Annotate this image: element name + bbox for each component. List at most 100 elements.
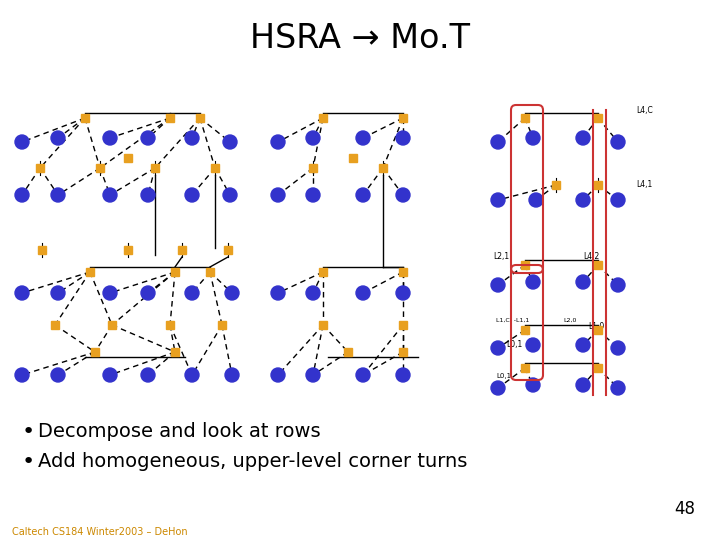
Circle shape <box>491 278 505 292</box>
Text: L4,2: L4,2 <box>583 253 599 261</box>
Bar <box>171 348 179 356</box>
Circle shape <box>396 188 410 202</box>
Circle shape <box>141 188 155 202</box>
Circle shape <box>396 131 410 145</box>
Circle shape <box>356 188 370 202</box>
Text: L2,0: L2,0 <box>563 318 577 322</box>
Circle shape <box>306 131 320 145</box>
Text: L0,1: L0,1 <box>506 340 522 348</box>
Bar <box>399 321 407 329</box>
Circle shape <box>491 193 505 207</box>
Circle shape <box>271 368 285 382</box>
Circle shape <box>103 188 117 202</box>
Text: L4,C: L4,C <box>636 105 653 114</box>
Text: L1,C  -L1,1: L1,C -L1,1 <box>496 318 529 322</box>
Circle shape <box>611 135 625 149</box>
Bar <box>349 154 357 162</box>
Bar <box>124 246 132 254</box>
Bar <box>36 164 44 172</box>
Circle shape <box>141 368 155 382</box>
Circle shape <box>576 275 590 289</box>
Text: Add homogeneous, upper-level corner turns: Add homogeneous, upper-level corner turn… <box>38 452 467 471</box>
Bar <box>399 268 407 276</box>
Circle shape <box>271 135 285 149</box>
Circle shape <box>611 381 625 395</box>
Circle shape <box>185 188 199 202</box>
Bar <box>178 246 186 254</box>
Circle shape <box>611 341 625 355</box>
Circle shape <box>306 368 320 382</box>
Text: L1,0: L1,0 <box>588 322 604 332</box>
Bar <box>51 321 59 329</box>
Bar <box>166 114 174 122</box>
Circle shape <box>225 286 239 300</box>
Circle shape <box>15 368 29 382</box>
Text: •: • <box>22 452 35 472</box>
Circle shape <box>51 368 65 382</box>
Circle shape <box>576 378 590 392</box>
Circle shape <box>103 368 117 382</box>
Bar <box>96 164 104 172</box>
Circle shape <box>271 188 285 202</box>
Circle shape <box>526 131 540 145</box>
Circle shape <box>491 341 505 355</box>
Circle shape <box>396 286 410 300</box>
Bar <box>211 164 219 172</box>
Bar <box>166 321 174 329</box>
Text: L4,1: L4,1 <box>636 180 652 190</box>
Circle shape <box>271 286 285 300</box>
Circle shape <box>306 286 320 300</box>
Bar <box>218 321 226 329</box>
Bar <box>521 326 529 334</box>
Circle shape <box>526 275 540 289</box>
Circle shape <box>141 131 155 145</box>
Circle shape <box>491 135 505 149</box>
Circle shape <box>103 286 117 300</box>
Bar <box>108 321 116 329</box>
Bar <box>151 164 159 172</box>
Bar <box>319 268 327 276</box>
Circle shape <box>526 338 540 352</box>
Bar <box>521 114 529 122</box>
Circle shape <box>103 131 117 145</box>
Circle shape <box>611 278 625 292</box>
Text: 48: 48 <box>674 500 695 518</box>
Circle shape <box>223 188 237 202</box>
Circle shape <box>51 286 65 300</box>
Bar <box>521 261 529 269</box>
Bar <box>319 321 327 329</box>
Bar <box>594 114 602 122</box>
Text: •: • <box>22 422 35 442</box>
Bar <box>309 164 317 172</box>
Circle shape <box>576 193 590 207</box>
Circle shape <box>491 381 505 395</box>
Circle shape <box>611 193 625 207</box>
Bar <box>379 164 387 172</box>
Circle shape <box>223 135 237 149</box>
Circle shape <box>15 286 29 300</box>
Bar <box>38 246 46 254</box>
Circle shape <box>15 188 29 202</box>
Circle shape <box>141 286 155 300</box>
Text: L2,1: L2,1 <box>493 253 509 261</box>
Bar <box>124 154 132 162</box>
Circle shape <box>576 338 590 352</box>
Circle shape <box>576 131 590 145</box>
Bar <box>196 114 204 122</box>
Circle shape <box>396 368 410 382</box>
Circle shape <box>526 378 540 392</box>
Bar <box>594 364 602 372</box>
Circle shape <box>51 188 65 202</box>
Bar <box>206 268 214 276</box>
Bar <box>399 114 407 122</box>
Text: L0,1: L0,1 <box>496 373 511 379</box>
Text: Caltech CS184 Winter2003 – DeHon: Caltech CS184 Winter2003 – DeHon <box>12 527 188 537</box>
Circle shape <box>306 188 320 202</box>
Bar <box>319 114 327 122</box>
Bar <box>224 246 232 254</box>
Bar <box>594 326 602 334</box>
Circle shape <box>185 286 199 300</box>
Circle shape <box>529 193 543 207</box>
Circle shape <box>356 131 370 145</box>
Bar <box>594 181 602 189</box>
